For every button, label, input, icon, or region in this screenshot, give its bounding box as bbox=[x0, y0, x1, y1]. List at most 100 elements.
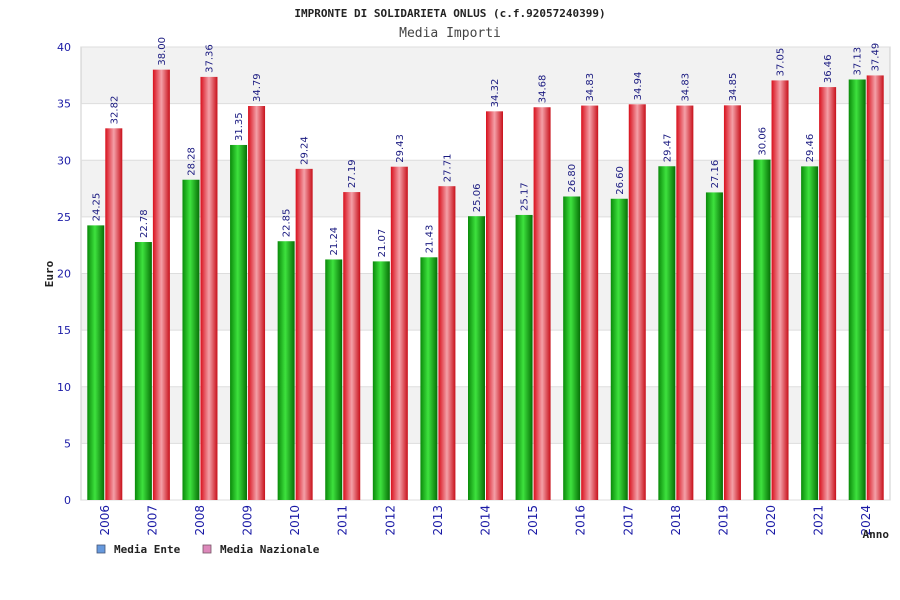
chart-subtitle: Media Importi bbox=[399, 26, 501, 41]
x-tick-label: 2008 bbox=[193, 505, 207, 536]
bar-media-nazionale-2012 bbox=[390, 166, 408, 500]
bar-media-nazionale-2016 bbox=[581, 105, 599, 501]
bar-value-label: 31.35 bbox=[234, 112, 245, 141]
x-tick-label: 2013 bbox=[431, 505, 445, 536]
x-tick-label: 2011 bbox=[336, 505, 350, 536]
bar-value-label: 29.24 bbox=[300, 136, 311, 165]
legend-swatch-media-ente bbox=[96, 544, 106, 554]
bar-media-ente-2017 bbox=[610, 198, 628, 500]
bar-media-ente-2014 bbox=[468, 216, 485, 500]
bar-value-label: 34.68 bbox=[538, 75, 549, 104]
bar-media-nazionale-2010 bbox=[295, 168, 313, 500]
x-tick-label: 2017 bbox=[621, 505, 635, 536]
x-tick-label: 2006 bbox=[98, 505, 112, 536]
bar-value-label: 29.43 bbox=[395, 134, 406, 163]
bar-value-label: 21.24 bbox=[329, 227, 340, 256]
y-tick-label: 20 bbox=[57, 268, 71, 281]
x-tick-label: 2024 bbox=[859, 505, 873, 536]
bar-value-label: 21.43 bbox=[424, 225, 435, 254]
y-tick-label: 0 bbox=[64, 494, 71, 507]
x-tick-label: 2018 bbox=[669, 505, 683, 536]
bar-media-ente-2013 bbox=[420, 257, 438, 500]
bar-media-ente-2012 bbox=[372, 261, 390, 500]
bar-value-label: 21.07 bbox=[377, 229, 388, 258]
bar-value-label: 22.85 bbox=[282, 209, 293, 238]
bar-value-label: 34.83 bbox=[585, 73, 596, 102]
bar-media-nazionale-2014 bbox=[486, 111, 503, 501]
bar-media-ente-2018 bbox=[658, 166, 676, 500]
x-tick-label: 2015 bbox=[526, 505, 540, 536]
bars bbox=[87, 69, 884, 501]
bar-media-nazionale-2011 bbox=[343, 192, 361, 501]
bar-media-nazionale-2013 bbox=[438, 186, 456, 500]
bar-value-label: 22.78 bbox=[139, 209, 150, 238]
bar-media-ente-2015 bbox=[515, 214, 533, 500]
bar-media-ente-2024 bbox=[848, 79, 866, 500]
bar-value-label: 37.49 bbox=[871, 43, 882, 72]
bar-value-labels: 24.25 32.82 22.78 38.00 28.28 37.36 31.35 34.79… bbox=[91, 37, 881, 257]
x-tick-label: 2014 bbox=[479, 505, 493, 536]
bar-media-ente-2009 bbox=[230, 144, 248, 500]
bar-value-label: 26.60 bbox=[615, 166, 626, 195]
bar-value-label: 37.36 bbox=[204, 44, 215, 73]
bar-media-ente-2019 bbox=[705, 192, 723, 500]
bar-value-label: 25.06 bbox=[472, 184, 483, 213]
bar-media-nazionale-2019 bbox=[723, 105, 741, 500]
bar-value-label: 38.00 bbox=[157, 37, 168, 66]
chart-title: IMPRONTE DI SOLIDARIETA ONLUS (c.f.92057… bbox=[294, 7, 605, 20]
legend-label-media-ente: Media Ente bbox=[114, 543, 181, 556]
bar-value-label: 36.46 bbox=[823, 54, 834, 83]
legend-swatch-media-nazionale bbox=[202, 544, 212, 554]
bar-value-label: 29.46 bbox=[805, 134, 816, 163]
bar-media-nazionale-2007 bbox=[152, 69, 170, 501]
bar-media-nazionale-2017 bbox=[628, 104, 646, 500]
y-tick-label: 25 bbox=[57, 211, 71, 224]
bar-media-nazionale-2024 bbox=[866, 75, 884, 500]
bar-value-label: 34.79 bbox=[252, 73, 263, 102]
bar-media-nazionale-2021 bbox=[819, 87, 837, 500]
bar-value-label: 24.25 bbox=[91, 193, 102, 222]
bar-media-ente-2006 bbox=[87, 225, 105, 500]
x-tick-label: 2010 bbox=[288, 505, 302, 536]
bar-media-ente-2008 bbox=[182, 179, 200, 500]
x-axis-label: Anno bbox=[863, 528, 890, 541]
bar-value-label: 25.17 bbox=[520, 182, 531, 211]
bar-value-label: 26.80 bbox=[567, 164, 578, 193]
bar-value-label: 32.82 bbox=[109, 96, 120, 125]
bar-media-ente-2016 bbox=[563, 196, 581, 501]
bar-value-label: 34.32 bbox=[490, 79, 501, 108]
y-axis-ticks: 0 5 10 15 20 25 30 35 40 bbox=[57, 41, 71, 507]
bar-media-ente-2020 bbox=[753, 159, 771, 500]
bar-media-ente-2021 bbox=[801, 166, 819, 501]
bar-value-label: 27.16 bbox=[710, 160, 721, 189]
x-tick-label: 2019 bbox=[716, 505, 730, 536]
y-tick-label: 15 bbox=[57, 324, 71, 337]
x-tick-label: 2012 bbox=[383, 505, 397, 536]
x-tick-label: 2021 bbox=[812, 505, 826, 536]
x-tick-label: 2009 bbox=[241, 505, 255, 536]
y-tick-label: 35 bbox=[57, 98, 71, 111]
x-axis-ticks: 2006 2007 2008 2009 2010 2011 2012 2013 2014 2015… bbox=[98, 505, 873, 536]
bar-media-nazionale-2009 bbox=[248, 106, 266, 501]
y-axis-label: Euro bbox=[43, 260, 56, 287]
bar-value-label: 27.71 bbox=[442, 154, 453, 183]
bar-value-label: 29.47 bbox=[662, 134, 673, 163]
bar-media-ente-2011 bbox=[325, 259, 343, 500]
y-tick-label: 10 bbox=[57, 381, 71, 394]
legend: Media Ente Media Nazionale bbox=[96, 543, 320, 556]
bar-value-label: 34.85 bbox=[728, 73, 739, 102]
y-tick-label: 5 bbox=[64, 437, 71, 450]
bar-value-label: 30.06 bbox=[758, 127, 769, 156]
bar-value-label: 37.05 bbox=[776, 48, 787, 77]
x-tick-label: 2007 bbox=[145, 505, 159, 536]
bar-media-nazionale-2015 bbox=[533, 107, 551, 501]
legend-label-media-nazionale: Media Nazionale bbox=[220, 543, 320, 556]
y-tick-label: 40 bbox=[57, 41, 71, 54]
bar-value-label: 27.19 bbox=[347, 159, 358, 188]
bar-value-label: 37.13 bbox=[853, 47, 864, 76]
y-tick-label: 30 bbox=[57, 154, 71, 167]
bar-media-ente-2010 bbox=[277, 241, 295, 500]
bar-media-nazionale-2018 bbox=[676, 105, 694, 501]
bar-media-nazionale-2008 bbox=[200, 76, 218, 500]
